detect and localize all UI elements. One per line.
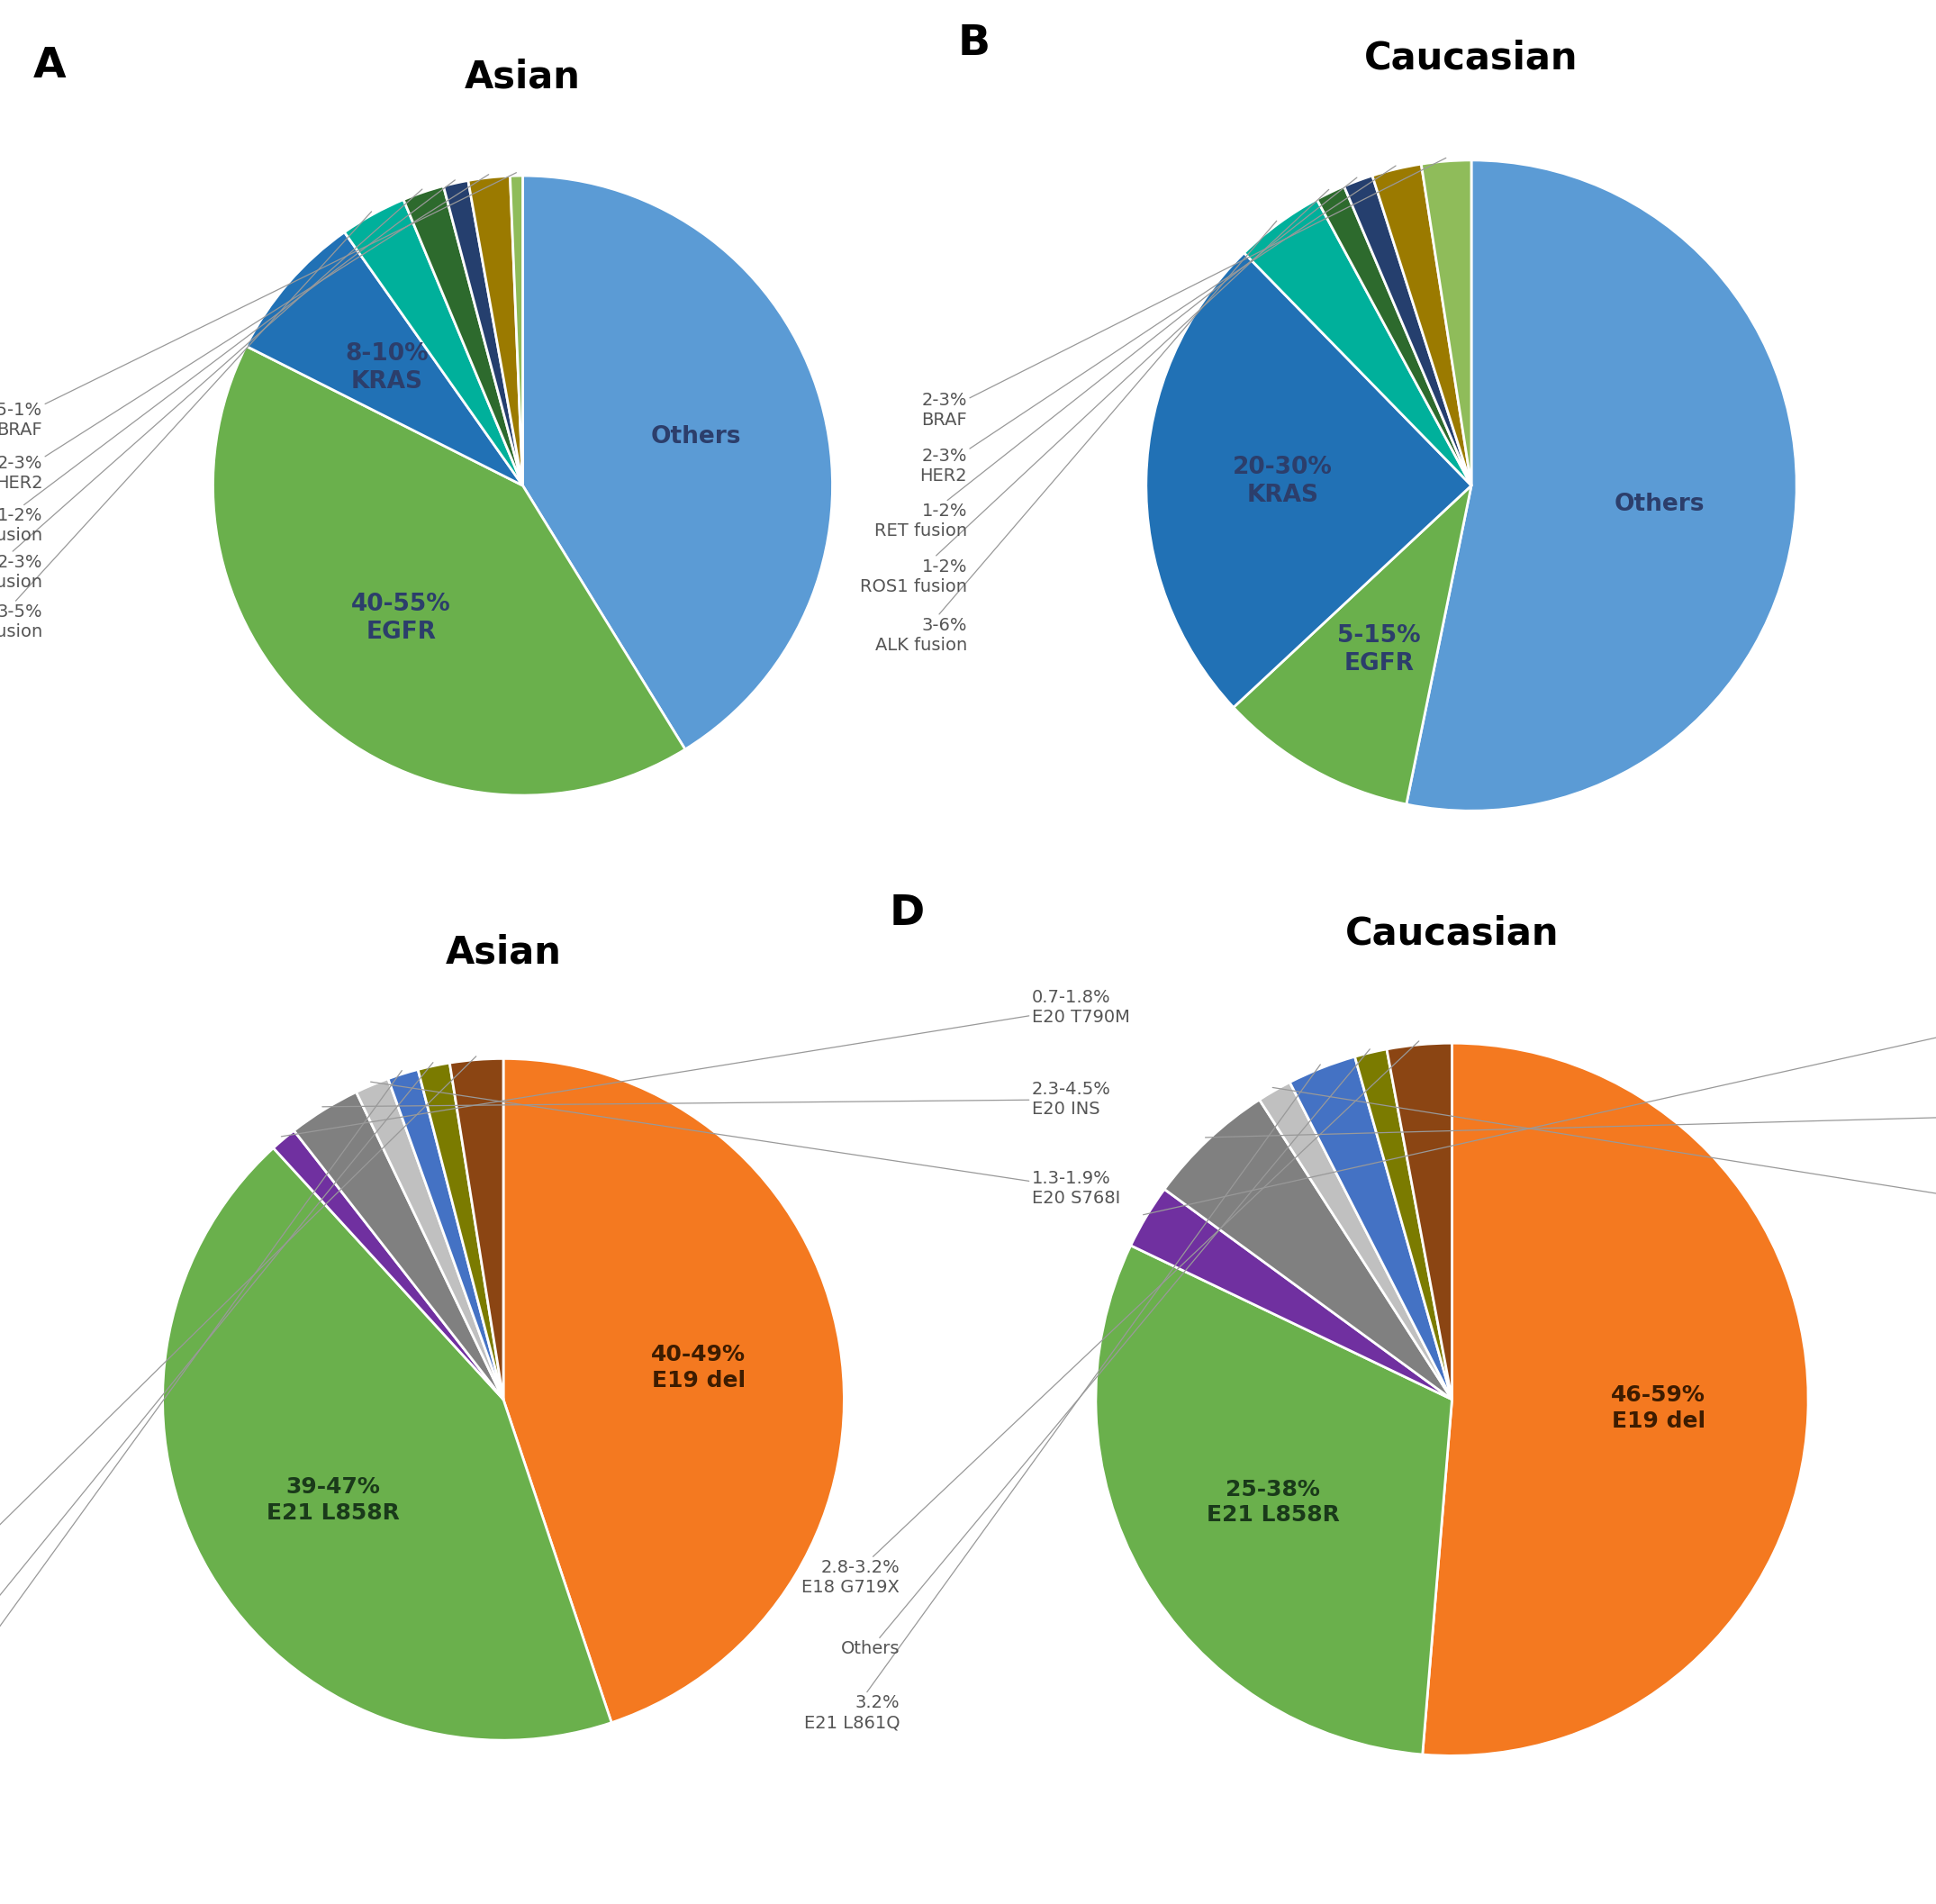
Text: 3-5%
ALK fusion: 3-5% ALK fusion xyxy=(0,211,372,640)
Title: Caucasian: Caucasian xyxy=(1346,914,1558,952)
Text: B: B xyxy=(958,23,989,65)
Text: A: A xyxy=(33,46,66,86)
Wedge shape xyxy=(1406,160,1797,811)
Text: 1-2%
RET fusion: 1-2% RET fusion xyxy=(875,177,1357,539)
Wedge shape xyxy=(1260,1081,1452,1399)
Text: 0.5-1%
BRAF: 0.5-1% BRAF xyxy=(0,173,517,440)
Wedge shape xyxy=(1289,1057,1452,1399)
Wedge shape xyxy=(1355,1049,1452,1399)
Text: Others: Others xyxy=(650,425,741,447)
Text: Others: Others xyxy=(840,1049,1371,1656)
Wedge shape xyxy=(1146,253,1471,708)
Text: Others: Others xyxy=(1615,493,1704,516)
Wedge shape xyxy=(403,187,523,486)
Wedge shape xyxy=(294,1093,503,1399)
Text: 2.3-4.5%
E20 INS: 2.3-4.5% E20 INS xyxy=(321,1081,1111,1118)
Text: 40-49%
E19 del: 40-49% E19 del xyxy=(650,1344,745,1392)
Wedge shape xyxy=(1316,187,1471,486)
Title: Caucasian: Caucasian xyxy=(1365,40,1578,76)
Text: 39-47%
E21 L858R: 39-47% E21 L858R xyxy=(267,1476,399,1523)
Title: Asian: Asian xyxy=(465,59,581,97)
Text: 2-3%
HER2: 2-3% HER2 xyxy=(0,175,488,491)
Text: 20-30%
KRAS: 20-30% KRAS xyxy=(1233,455,1332,506)
Text: Others: Others xyxy=(0,1062,434,1670)
Text: 4%-8%
E20 INS: 4%-8% E20 INS xyxy=(1206,1097,1936,1137)
Text: 1.3-1.9%
E20 S768I: 1.3-1.9% E20 S768I xyxy=(370,1081,1119,1207)
Wedge shape xyxy=(509,175,523,486)
Wedge shape xyxy=(356,1080,503,1399)
Wedge shape xyxy=(387,1070,503,1399)
Text: 2-3%
ROS1 fusion: 2-3% ROS1 fusion xyxy=(0,188,422,590)
Wedge shape xyxy=(1096,1245,1452,1754)
Text: 2-3%
HER2: 2-3% HER2 xyxy=(920,166,1396,484)
Text: 5-15%
EGFR: 5-15% EGFR xyxy=(1338,625,1421,676)
Wedge shape xyxy=(1164,1101,1452,1399)
Wedge shape xyxy=(1131,1190,1452,1399)
Wedge shape xyxy=(1233,486,1471,803)
Text: 1.6%
E20 S768I: 1.6% E20 S768I xyxy=(1272,1087,1936,1232)
Text: 2.8-3.2%
E18 G719X: 2.8-3.2% E18 G719X xyxy=(802,1041,1419,1596)
Wedge shape xyxy=(345,200,523,486)
Text: 0.1-5.8%
E20 T790M: 0.1-5.8% E20 T790M xyxy=(1144,988,1936,1215)
Wedge shape xyxy=(213,347,685,796)
Text: 40-55%
EGFR: 40-55% EGFR xyxy=(350,592,451,644)
Wedge shape xyxy=(1245,200,1471,486)
Wedge shape xyxy=(503,1059,844,1723)
Wedge shape xyxy=(469,175,523,486)
Wedge shape xyxy=(449,1059,503,1399)
Title: Asian: Asian xyxy=(445,933,561,971)
Text: 25-38%
E21 L858R: 25-38% E21 L858R xyxy=(1206,1479,1340,1525)
Wedge shape xyxy=(1344,175,1471,486)
Wedge shape xyxy=(246,232,523,486)
Text: 1-2%
RET fusion: 1-2% RET fusion xyxy=(0,181,455,545)
Text: 3.2%
E21 L861Q: 3.2% E21 L861Q xyxy=(803,1064,1320,1731)
Text: 1-2%
ROS1 fusion: 1-2% ROS1 fusion xyxy=(860,190,1328,596)
Text: 1.3-1.9%
E21 L861Q: 1.3-1.9% E21 L861Q xyxy=(0,1070,403,1746)
Wedge shape xyxy=(443,181,523,486)
Text: 2-3%
E18 G719X: 2-3% E18 G719X xyxy=(0,1057,476,1616)
Wedge shape xyxy=(163,1148,612,1740)
Wedge shape xyxy=(523,175,832,750)
Wedge shape xyxy=(1386,1043,1452,1399)
Text: 2-3%
BRAF: 2-3% BRAF xyxy=(922,158,1446,428)
Text: 0.7-1.8%
E20 T790M: 0.7-1.8% E20 T790M xyxy=(281,988,1129,1137)
Text: 8-10%
KRAS: 8-10% KRAS xyxy=(345,343,428,394)
Wedge shape xyxy=(273,1131,503,1399)
Text: 3-6%
ALK fusion: 3-6% ALK fusion xyxy=(875,221,1276,653)
Wedge shape xyxy=(1373,164,1471,486)
Text: D: D xyxy=(889,893,925,935)
Wedge shape xyxy=(1423,1043,1808,1755)
Wedge shape xyxy=(418,1062,503,1399)
Wedge shape xyxy=(1421,160,1471,486)
Text: 46-59%
E19 del: 46-59% E19 del xyxy=(1611,1384,1706,1432)
